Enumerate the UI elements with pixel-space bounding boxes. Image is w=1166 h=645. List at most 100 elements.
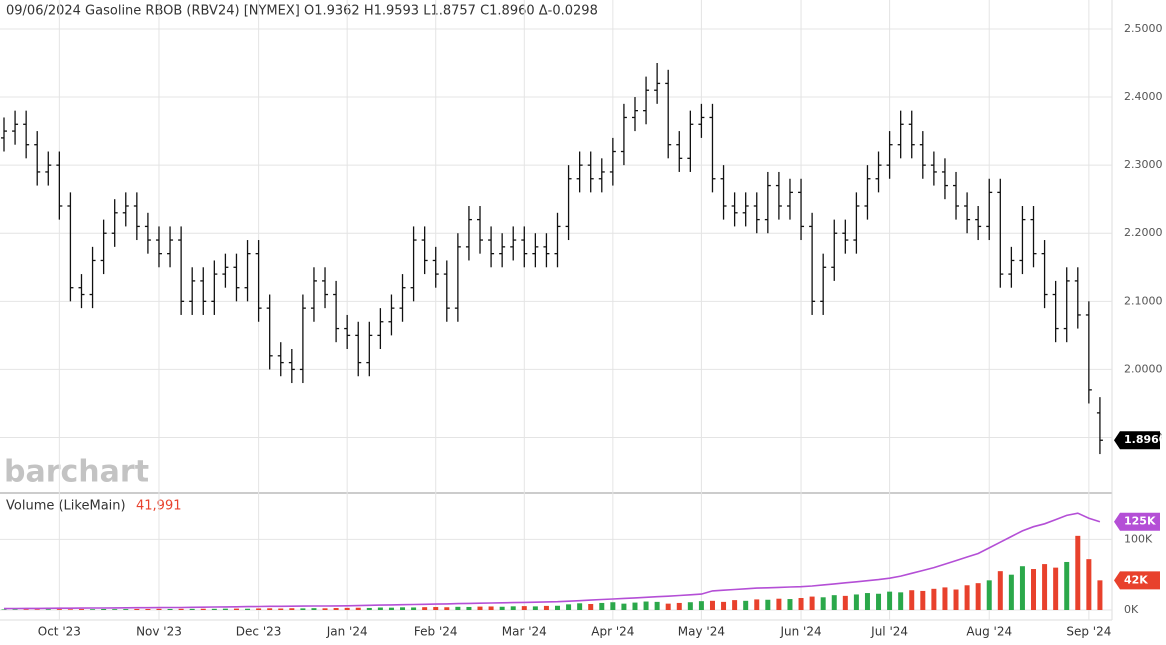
ohlc-bar — [167, 226, 174, 268]
volume-bar — [311, 608, 317, 610]
volume-bar — [322, 608, 328, 610]
volume-bar — [278, 608, 284, 610]
oi-badge-text: 125K — [1124, 515, 1156, 528]
volume-bar — [698, 601, 704, 610]
volume-bar — [621, 603, 627, 610]
ohlc-bar — [842, 219, 849, 254]
y-tick-label: 0K — [1124, 603, 1139, 616]
volume-bar — [599, 602, 605, 610]
volume-bar — [798, 597, 804, 610]
ohlc-bar — [720, 165, 727, 220]
volume-bar — [1, 609, 7, 610]
ohlc-bar — [764, 171, 771, 234]
volume-bar — [1019, 566, 1025, 610]
ohlc-bar — [665, 69, 672, 159]
ohlc-bar — [620, 103, 627, 166]
volume-bar — [344, 607, 350, 610]
volume-bar — [732, 600, 738, 610]
ohlc-bar — [1019, 205, 1026, 275]
volume-bar — [654, 601, 660, 610]
volume-badge: 42K — [1114, 571, 1160, 590]
volume-bar — [610, 602, 616, 610]
volume-bar — [477, 606, 483, 610]
ohlc-bar — [997, 178, 1004, 288]
volume-bar — [134, 608, 140, 610]
ohlc-bar — [288, 348, 295, 384]
volume-bar — [931, 588, 937, 610]
volume-bar — [45, 609, 51, 610]
ohlc-bar — [56, 151, 63, 220]
volume-bar — [676, 602, 682, 610]
volume-bar — [1064, 561, 1070, 610]
ohlc-bar — [587, 151, 594, 193]
volume-bar — [942, 587, 948, 610]
ohlc-bar — [1063, 267, 1070, 343]
ohlc-bar — [222, 253, 229, 288]
ohlc-bar — [333, 280, 340, 343]
ohlc-bar — [344, 314, 351, 349]
ohlc-bar — [178, 226, 185, 315]
ohlc-bar — [930, 151, 937, 186]
ohlc-bar — [211, 260, 218, 315]
volume-bar — [145, 609, 151, 610]
y-tick-label: 100K — [1124, 532, 1153, 545]
volume-badge-shape — [1114, 571, 1160, 590]
volume-bar — [632, 602, 638, 610]
ohlc-bar — [831, 219, 838, 281]
ohlc-bar — [200, 267, 207, 315]
ohlc-bar — [244, 240, 251, 302]
volume-bar — [532, 606, 538, 610]
volume-bar — [355, 607, 361, 610]
ohlc-bar — [1008, 246, 1015, 288]
ohlc-bar — [443, 260, 450, 322]
ohlc-bar — [775, 171, 782, 220]
ohlc-bar — [687, 110, 694, 172]
volume-bar — [1075, 535, 1081, 610]
ohlc-bar — [941, 158, 948, 200]
volume-bar — [754, 599, 760, 610]
volume-bar — [12, 609, 18, 610]
volume-bar — [167, 608, 173, 610]
ohlc-bar — [598, 158, 605, 193]
volume-bar — [222, 608, 228, 610]
ohlc-bar — [12, 110, 19, 145]
ohlc-bar — [576, 151, 583, 193]
volume-bar — [820, 597, 826, 610]
ohlc-bar — [1096, 397, 1103, 455]
ohlc-bar — [643, 76, 650, 125]
ohlc-bar — [277, 342, 284, 377]
volume-bar — [267, 608, 273, 610]
watermark: barchart — [4, 455, 149, 490]
ohlc-bar — [1030, 205, 1037, 268]
volume-bar — [466, 606, 472, 610]
volume-bar — [1086, 559, 1092, 610]
volume-bar — [842, 595, 848, 610]
volume-bar — [909, 590, 915, 610]
ohlc-bar — [532, 233, 539, 268]
ohlc-bar — [809, 212, 816, 315]
volume-bar — [90, 609, 96, 610]
x-tick-label: Apr '24 — [591, 625, 634, 639]
volume-bar — [211, 608, 217, 610]
ohlc-bar — [897, 110, 904, 159]
ohlc-bar — [521, 226, 528, 268]
ohlc-bar — [919, 131, 926, 179]
x-tick-label: Mar '24 — [502, 625, 547, 639]
volume-bar — [964, 585, 970, 610]
volume-bar — [400, 607, 406, 610]
volume-bar — [887, 591, 893, 610]
volume-bar — [543, 605, 549, 610]
ohlc-bar — [1, 117, 7, 152]
ohlc-bar — [454, 233, 461, 322]
ohlc-bar — [111, 199, 118, 247]
ohlc-bar — [377, 308, 384, 349]
ohlc-bar — [1085, 301, 1092, 404]
x-tick-label: Jan '24 — [326, 625, 368, 639]
volume-bar — [566, 604, 572, 610]
x-tick-label: Oct '23 — [38, 625, 81, 639]
x-tick-label: Jun '24 — [779, 625, 821, 639]
price-badge: 1.8960 — [1114, 431, 1166, 450]
volume-bar — [831, 595, 837, 610]
x-tick-label: Aug '24 — [966, 625, 1012, 639]
